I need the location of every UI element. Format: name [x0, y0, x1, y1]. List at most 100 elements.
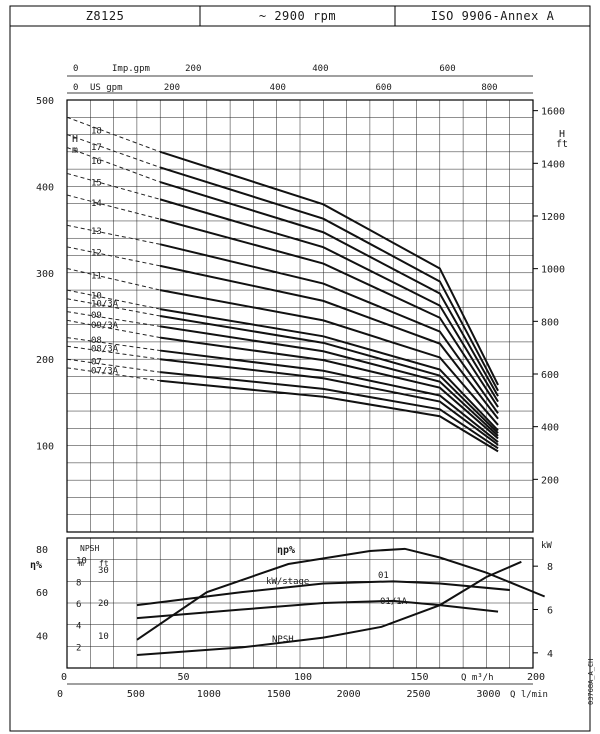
eta-curve	[136, 547, 546, 641]
head-chart-box	[66, 99, 534, 533]
head-curve-dashed	[66, 319, 161, 339]
sheet-frame	[9, 25, 591, 732]
head-curve-17	[159, 166, 499, 392]
top-axis-imp-label: Imp.gpm	[112, 64, 150, 74]
head-curve-13	[159, 243, 499, 414]
head-curve-08	[160, 349, 499, 443]
head-curve-10	[160, 308, 499, 432]
x-tick-m3h: 0	[61, 672, 67, 683]
npsh-m-tick-label: 10	[76, 557, 87, 567]
imp-gpm-tick-label: 400	[312, 64, 328, 74]
eta-curve-label: ηp%	[277, 545, 295, 556]
y2-tick-label: 200	[541, 475, 559, 486]
lower-grid	[67, 538, 533, 668]
head-curve-dashed	[66, 358, 161, 373]
y2-tick-label: 800	[541, 317, 559, 328]
x-tick-m3h: 200	[527, 672, 545, 683]
x-tick-lmin: 2500	[407, 689, 431, 700]
x-tick-lmin: 1000	[197, 689, 221, 700]
head-curve-07/3A	[160, 379, 499, 453]
head-curve-09/3A	[160, 336, 499, 440]
curve-label-10/3A: 10/3A	[91, 299, 119, 309]
head-curve-18	[159, 150, 499, 386]
x-tick-m3h: 150	[411, 672, 429, 683]
x-tick-m3h: 50	[178, 672, 190, 683]
head-curve-dashed	[66, 224, 161, 245]
kw-tick-label: 4	[547, 649, 553, 660]
top-axis-us-zero: 0	[73, 83, 78, 93]
y2-tick-label: 1200	[541, 212, 565, 223]
npsh-curve	[136, 560, 522, 656]
x-tick-lmin: 1500	[267, 689, 291, 700]
curve-label-13: 13	[91, 227, 102, 237]
kw-curve-01	[136, 580, 510, 607]
y-tick-label: 400	[36, 182, 54, 193]
head-curve-dashed	[66, 116, 161, 153]
npsh-ft-label: ft	[99, 559, 109, 568]
curve-01-1a-label: 01/1A	[380, 597, 408, 607]
head-curve-dashed	[66, 367, 161, 382]
head-curve-11	[160, 289, 499, 426]
imp-gpm-tick-label: 600	[439, 64, 455, 74]
kw-tick-label: 6	[547, 606, 553, 617]
y-tick-label: 300	[36, 269, 54, 280]
us-gpm-tick-label: 800	[481, 83, 497, 93]
eta-axis-label: η%	[30, 560, 42, 571]
head-curve-08/3A	[160, 358, 499, 446]
curve-label-14: 14	[91, 199, 102, 209]
head-curve-15	[159, 198, 499, 403]
curve-label-16: 16	[91, 157, 102, 167]
npsh-m-tick-label: 6	[76, 600, 81, 610]
head-curve-10/3A	[160, 315, 499, 434]
head-curve-dashed	[66, 246, 161, 267]
npsh-m-tick-label: 2	[76, 643, 81, 653]
head-curve-dashed	[66, 134, 161, 168]
x-tick-lmin: 2000	[337, 689, 361, 700]
head-curve-dashed	[66, 311, 161, 327]
curve-label-09: 09	[91, 311, 102, 321]
axis-ticks: 1002003004005002004006008001000120014001…	[36, 64, 565, 700]
us-gpm-tick-label: 600	[375, 83, 391, 93]
top-axis-imp-zero: 0	[73, 64, 78, 74]
x-axis-q-lmin: Q l/min	[510, 690, 548, 700]
head-curve-07	[160, 371, 499, 450]
curve-label-09/3A: 09/3A	[91, 321, 119, 331]
x-axis-q-m3h: Q m³/h	[461, 673, 494, 683]
npsh-m-label: m	[79, 559, 84, 568]
kw-curve-01-1a	[136, 599, 499, 620]
head-curve-dashed	[66, 289, 161, 310]
y2-tick-label: 600	[541, 370, 559, 381]
head-curve-dashed	[66, 147, 161, 183]
npsh-ft-tick-label: 10	[98, 632, 109, 642]
x-tick-lmin: 500	[127, 689, 145, 700]
header-standard: ISO 9906-Annex A	[430, 9, 555, 23]
x-tick-m3h: 100	[294, 672, 312, 683]
npsh-axis-title: NPSH	[80, 544, 99, 553]
head-curve-dashed	[66, 345, 161, 360]
y-tick-label: 100	[36, 442, 54, 453]
npsh-m-tick-label: 4	[76, 622, 81, 632]
y2-tick-label: 400	[541, 423, 559, 434]
us-gpm-tick-label: 200	[164, 83, 180, 93]
header-box	[9, 5, 591, 27]
curve-label-07/3A: 07/3A	[91, 366, 119, 376]
head-curve-dashed	[66, 337, 161, 352]
curve-label-17: 17	[91, 143, 102, 153]
npsh-curve-label: NPSH	[272, 635, 294, 645]
curve-label-18: 18	[91, 127, 102, 137]
eta-tick-label: 80	[36, 545, 48, 556]
head-curve-dashed	[66, 194, 161, 220]
y-tick-label: 500	[36, 96, 54, 107]
top-axis-us-label: US gpm	[90, 83, 123, 93]
head-curve-dashed	[66, 267, 161, 291]
npsh-ft-tick-label: 20	[98, 599, 109, 609]
lower-chart-box	[66, 537, 534, 669]
npsh-m-tick-label: 8	[76, 578, 81, 588]
header-model: Z8125	[85, 9, 125, 23]
head-curve-dashed	[66, 172, 161, 200]
y2-tick-label: 1400	[541, 159, 565, 170]
doc-code: 03768A_A_CH	[587, 659, 595, 705]
eta-tick-label: 60	[36, 588, 48, 599]
head-curve-dashed	[66, 298, 161, 317]
